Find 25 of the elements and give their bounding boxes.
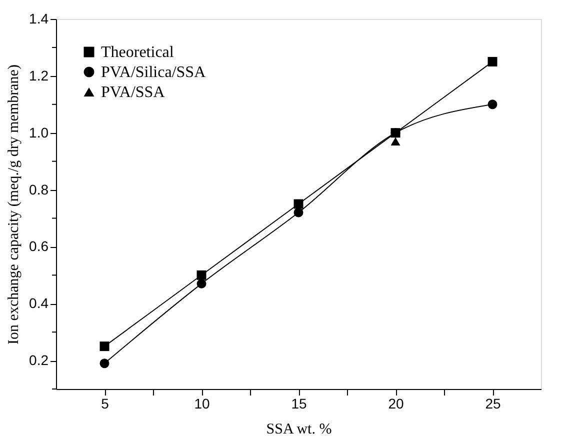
point [196,278,206,288]
y-tick-label: 0.8 [29,181,49,198]
y-tick-label: 0.2 [29,352,49,368]
x-axis-title: SSA wt. % [266,422,332,438]
x-tick-label: 15 [291,396,307,412]
y-tick-label: 1.4 [29,10,49,26]
y-tick-label: 0.4 [29,295,49,312]
x-tick-label: 10 [194,396,210,412]
point [294,208,304,218]
legend-label: PVA/SSA [101,84,166,101]
legend-label: Theoretical [101,44,174,61]
x-tick-label: 20 [388,396,404,412]
legend-label: PVA/Silica/SSA [101,64,206,81]
point [196,270,206,280]
point [390,137,400,146]
y-axis-title: Ion exchange capacity (meq./g dry membrane) [6,64,22,344]
y-tick-label: 0.6 [29,238,49,254]
point [100,358,110,368]
point [100,342,110,352]
x-tick-label: 5 [101,396,110,412]
point [488,100,498,110]
x-tick-label: 25 [485,396,501,412]
point [488,56,498,66]
y-tick-label: 1.2 [29,67,49,84]
y-tick-label: 1.0 [29,124,49,140]
